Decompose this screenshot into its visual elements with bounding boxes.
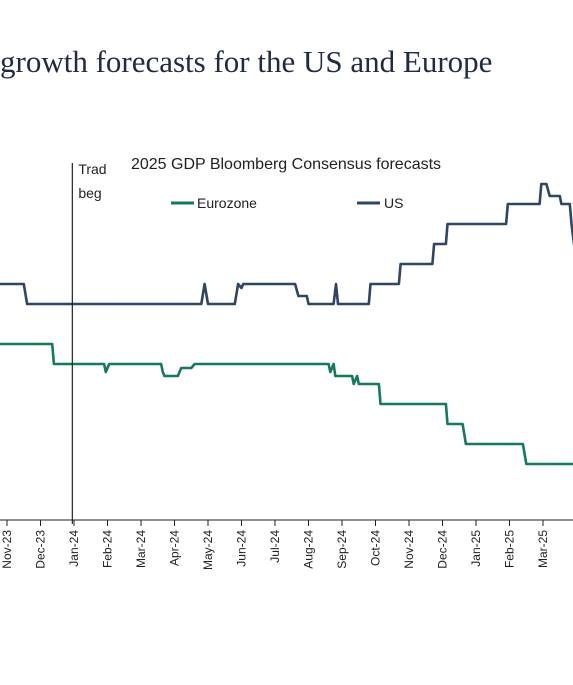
annotation-text-line-1: Trad (78, 161, 106, 177)
x-tick-label: Feb-25 (503, 530, 517, 568)
x-tick-label: Nov-23 (0, 530, 14, 569)
legend: Eurozone US (171, 195, 403, 211)
x-ticks: Nov-23 Dec-23 Jan-24 Feb-24 Mar-24 Apr-24 May-… (0, 520, 550, 570)
x-tick-label: Jan-24 (67, 530, 81, 567)
legend-label-us: US (384, 195, 403, 211)
x-tick-label: Aug-24 (302, 530, 316, 569)
x-tick-label: Jan-25 (469, 530, 483, 567)
legend-label-eurozone: Eurozone (197, 195, 257, 211)
x-tick-label: Mar-24 (134, 530, 148, 568)
x-tick-label: Oct-24 (369, 530, 383, 566)
annotation-text-line-2: beg (78, 185, 101, 201)
page-title: growth forecasts for the US and Europe (0, 44, 493, 79)
x-tick-label: Feb-24 (101, 530, 115, 568)
series-line-eurozone (0, 342, 573, 466)
x-tick-label: Nov-24 (402, 530, 416, 569)
x-tick-label: May-24 (201, 530, 215, 570)
series-line-us (0, 182, 573, 306)
x-tick-label: Jun-24 (235, 530, 249, 567)
x-tick-label: Jul-24 (268, 530, 282, 563)
x-tick-label: Sep-24 (335, 530, 349, 569)
series-layer (0, 182, 573, 466)
x-tick-label: Dec-24 (436, 530, 450, 569)
x-tick-label: Dec-23 (34, 530, 48, 569)
x-tick-label: Apr-24 (168, 530, 182, 566)
chart-title: 2025 GDP Bloomberg Consensus forecasts (131, 156, 441, 173)
x-tick-label: Mar-25 (536, 530, 550, 568)
